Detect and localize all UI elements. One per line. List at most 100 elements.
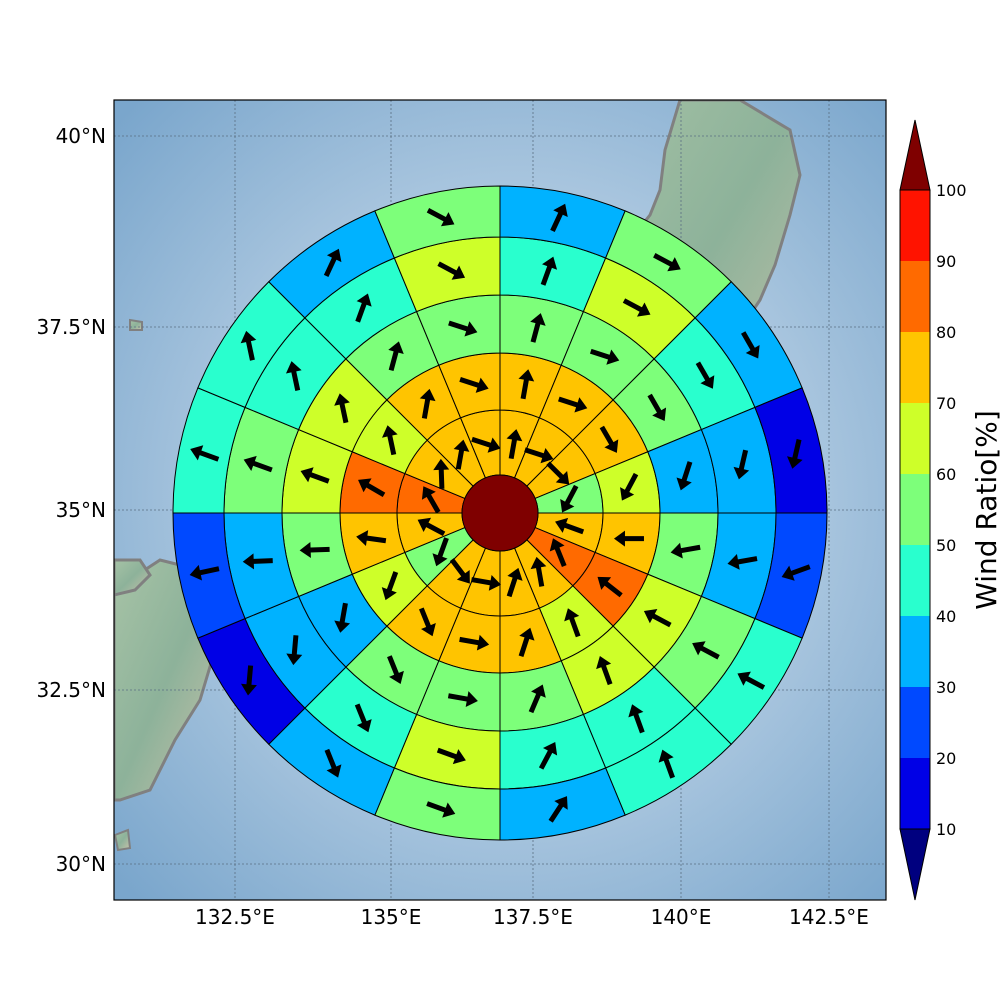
colorbar-tick-label: 50 bbox=[936, 536, 956, 555]
wind-arrow bbox=[448, 320, 478, 337]
wind-arrow bbox=[643, 609, 672, 628]
wind-arrow bbox=[240, 330, 257, 361]
wind-arrow bbox=[692, 641, 720, 660]
colorbar-tick-label: 90 bbox=[936, 252, 956, 271]
colorbar: 10 20 30 40 50 60 70 80 90 100 bbox=[899, 119, 967, 901]
lon-label-137-5: 137.5°E bbox=[493, 905, 573, 929]
wind-arrow bbox=[555, 517, 585, 535]
wind-arrow bbox=[387, 655, 404, 685]
lon-label-140: 140°E bbox=[651, 905, 712, 929]
wind-arrow bbox=[620, 472, 639, 501]
wind-arrow bbox=[432, 537, 449, 567]
wind-arrow bbox=[417, 517, 446, 537]
land-korea bbox=[114, 558, 152, 597]
lat-label-37-5: 37.5°N bbox=[37, 315, 107, 339]
wind-arrow bbox=[334, 393, 350, 424]
wind-arrow bbox=[300, 467, 330, 484]
wind-arrow bbox=[564, 608, 581, 638]
wind-arrow bbox=[733, 449, 750, 480]
wind-arrow bbox=[240, 665, 257, 696]
wind-arrow bbox=[549, 538, 567, 568]
wind-arrow bbox=[695, 361, 715, 389]
wind-arrow bbox=[589, 348, 620, 365]
wind-arrow bbox=[242, 553, 273, 570]
wind-arrow bbox=[243, 455, 273, 473]
colorbar-tick-label: 40 bbox=[936, 607, 956, 626]
colorbar-tick-label: 60 bbox=[936, 465, 956, 484]
wind-arrow bbox=[538, 742, 558, 770]
colorbar-tick-label: 30 bbox=[936, 678, 956, 697]
colorbar-tick-label: 20 bbox=[936, 749, 956, 768]
wind-arrow bbox=[388, 341, 404, 371]
wind-arrow bbox=[189, 564, 220, 581]
wind-arrow bbox=[436, 747, 466, 765]
wind-arrow bbox=[781, 564, 811, 581]
wind-arrow bbox=[421, 486, 441, 514]
wind-arrow bbox=[382, 425, 398, 456]
wind-arrow bbox=[550, 203, 568, 232]
wind-arrow bbox=[285, 361, 302, 391]
wind-arrow bbox=[358, 478, 386, 498]
center-cell bbox=[461, 474, 539, 552]
wind-arrow bbox=[518, 369, 535, 400]
wind-arrow bbox=[622, 298, 651, 317]
map-frame bbox=[113, 99, 887, 901]
wind-arrow bbox=[437, 261, 466, 280]
colorbar-bin bbox=[900, 758, 930, 829]
map-panel bbox=[114, 100, 886, 900]
wind-arrow bbox=[530, 313, 546, 343]
colorbar-bin bbox=[900, 687, 930, 758]
wind-arrow bbox=[506, 429, 523, 460]
colorbar-tick-label: 70 bbox=[936, 394, 956, 413]
lon-label-135: 135°E bbox=[361, 905, 422, 929]
colorbar-max-extension bbox=[899, 119, 931, 191]
wind-arrow bbox=[658, 749, 675, 779]
wind-arrow bbox=[459, 377, 489, 393]
wind-arrow bbox=[737, 671, 766, 690]
wind-arrow bbox=[447, 691, 478, 707]
wind-arrow bbox=[727, 554, 758, 570]
wind-arrow bbox=[426, 801, 456, 818]
lon-label-132-5: 132.5°E bbox=[195, 905, 275, 929]
land-small-island bbox=[129, 318, 143, 331]
colorbar-tick-label: 100 bbox=[936, 181, 967, 200]
wind-arrow bbox=[653, 253, 681, 272]
wind-arrow bbox=[506, 567, 523, 598]
wind-arrow bbox=[676, 461, 693, 491]
colorbar-tick-label: 10 bbox=[936, 820, 956, 839]
latitude-labels: 40°N 37.5°N 35°N 32.5°N 30°N bbox=[37, 124, 107, 876]
wind-arrow bbox=[433, 458, 450, 489]
wind-arrow bbox=[356, 530, 387, 547]
wind-arrow bbox=[530, 556, 547, 587]
colorbar-bin bbox=[900, 616, 930, 687]
wind-arrow bbox=[741, 331, 760, 359]
wind-arrow bbox=[419, 607, 436, 637]
colorbar-bin bbox=[900, 403, 930, 474]
wind-arrow bbox=[426, 208, 455, 227]
wind-arrow bbox=[596, 656, 613, 686]
wind-arrow bbox=[190, 445, 220, 462]
wind-direction-arrows bbox=[189, 203, 811, 823]
wind-arrow bbox=[471, 574, 502, 591]
colorbar-bin bbox=[900, 474, 930, 545]
lat-label-30: 30°N bbox=[56, 852, 106, 876]
wind-arrow bbox=[299, 542, 330, 559]
wind-arrow bbox=[670, 542, 701, 559]
wind-arrow bbox=[558, 396, 588, 413]
land-southwest-island bbox=[114, 828, 132, 852]
colorbar-bin bbox=[900, 190, 930, 261]
wind-arrow bbox=[787, 439, 803, 469]
colorbar-label: Wind Ratio[%] bbox=[970, 410, 1000, 610]
colorbar-min-extension bbox=[899, 828, 931, 901]
wind-arrow bbox=[597, 576, 623, 598]
wind-arrow bbox=[613, 530, 644, 547]
wind-arrow bbox=[286, 635, 303, 666]
lat-label-35: 35°N bbox=[56, 498, 106, 522]
wind-arrow bbox=[354, 703, 372, 733]
longitude-labels: 132.5°E 135°E 137.5°E 140°E 142.5°E bbox=[195, 905, 869, 929]
colorbar-frame bbox=[899, 189, 931, 830]
wind-arrow bbox=[355, 293, 372, 323]
wind-arrow bbox=[381, 571, 399, 601]
lat-label-32-5: 32.5°N bbox=[37, 678, 107, 702]
